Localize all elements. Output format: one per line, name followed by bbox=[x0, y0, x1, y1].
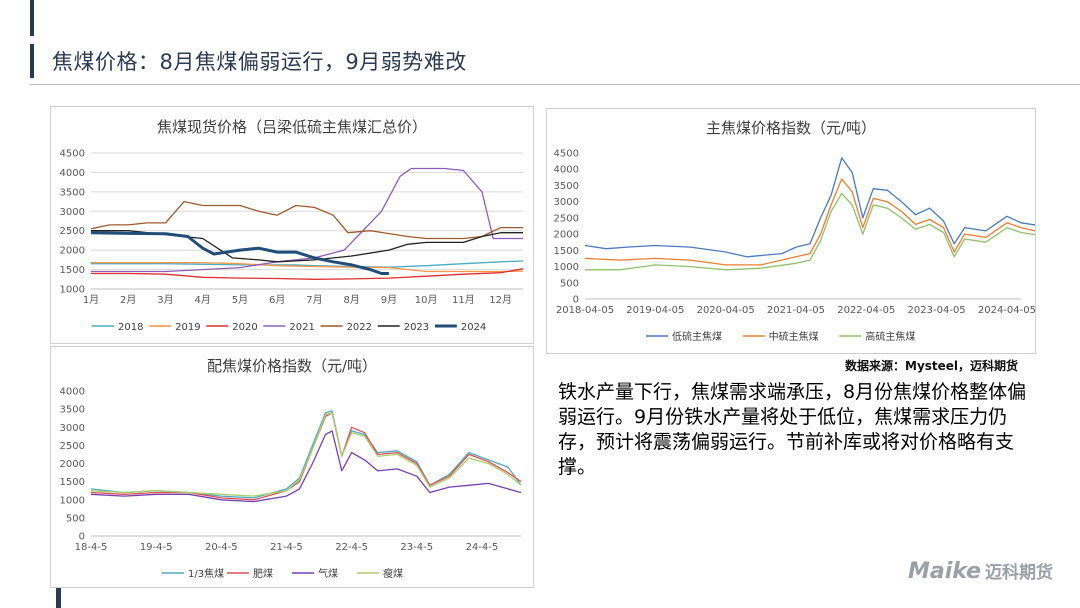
y-tick-label-1000: 1000 bbox=[554, 262, 579, 273]
series-line-2020 bbox=[91, 268, 524, 280]
series-line-低硫主焦煤 bbox=[584, 157, 1035, 258]
series-line-2022 bbox=[90, 200, 523, 240]
x-tick-label-6: 6月 bbox=[269, 294, 285, 306]
blend-coking-coal-index-chart: 配焦煤价格指数（元/吨） 0 500 1000 1500 2000 2500 3000 3500… bbox=[50, 346, 534, 588]
y-tick-label-2000: 2000 bbox=[60, 246, 85, 257]
main-coking-coal-index-chart: 主焦煤价格指数（元/吨） 0 500 1000 1500 2000 2500 3000 3500… bbox=[546, 108, 1036, 354]
spot-price-chart-svg: 焦煤现货价格（吕梁低硫主焦煤汇总价） 1000 1500 2000 2500 3000 35… bbox=[60, 118, 524, 333]
y-tick-label-500: 500 bbox=[560, 278, 579, 289]
x-tick-label-5: 5月 bbox=[232, 294, 248, 306]
y-tick-label-2500: 2500 bbox=[60, 226, 85, 237]
bottom-accent-bar bbox=[56, 588, 61, 608]
x-tick-label-4: 22-4-5 bbox=[335, 542, 368, 553]
legend-label-气煤: 气煤 bbox=[318, 567, 338, 580]
x-tick-label-8: 8月 bbox=[344, 294, 360, 306]
y-tick-label-4500: 4500 bbox=[60, 149, 85, 160]
legend-label-2024: 2024 bbox=[461, 322, 486, 333]
y-tick-label-1500: 1500 bbox=[554, 246, 579, 257]
y-tick-label-4000: 4000 bbox=[60, 168, 85, 179]
y-tick-label-0: 0 bbox=[79, 532, 85, 543]
legend-label-1/3焦煤: 1/3焦煤 bbox=[188, 567, 224, 580]
y-tick-label-3500: 3500 bbox=[554, 181, 579, 192]
x-tick-label-1: 19-4-5 bbox=[140, 542, 173, 553]
series-line-瘦煤 bbox=[90, 412, 522, 497]
x-tick-label-4: 4月 bbox=[195, 294, 211, 306]
y-tick-label-4000: 4000 bbox=[554, 165, 579, 176]
y-tick-label-4000: 4000 bbox=[60, 387, 85, 398]
legend-label-低硫主焦煤: 低硫主焦煤 bbox=[672, 330, 722, 343]
y-tick-label-1500: 1500 bbox=[60, 265, 85, 276]
summary-text: 铁水产量下行，焦煤需求端承压，8月份焦煤价格整体偏弱运行。9月份铁水产量将处于低… bbox=[558, 381, 1027, 478]
logo-text-en: Maike bbox=[908, 559, 982, 584]
x-tick-label-4: 2022-04-05 bbox=[837, 305, 895, 316]
x-tick-label-0: 18-4-5 bbox=[75, 542, 108, 553]
x-tick-label-5: 2023-04-05 bbox=[908, 305, 966, 316]
title-divider bbox=[30, 84, 1080, 85]
legend-label-瘦煤: 瘦煤 bbox=[383, 567, 403, 580]
legend-label-肥煤: 肥煤 bbox=[253, 567, 273, 580]
series-line-气煤 bbox=[90, 430, 522, 503]
y-tick-label-500: 500 bbox=[66, 513, 85, 524]
series-line-2019 bbox=[91, 261, 524, 273]
x-tick-label-6: 24-4-5 bbox=[466, 542, 499, 553]
page-title: 焦煤价格：8月焦煤偏弱运行，9月弱势难改 bbox=[52, 50, 467, 74]
y-tick-label-2000: 2000 bbox=[60, 459, 85, 470]
x-tick-label-3: 21-4-5 bbox=[270, 542, 303, 553]
main-coking-coal-index-chart-svg: 主焦煤价格指数（元/吨） 0 500 1000 1500 2000 2500 3000 3500… bbox=[554, 119, 1035, 343]
x-tick-label-2: 20-4-5 bbox=[205, 542, 238, 553]
chart-title: 配焦煤价格指数（元/吨） bbox=[207, 357, 377, 375]
x-tick-label-7: 7月 bbox=[306, 294, 322, 306]
legend-label-2020: 2020 bbox=[232, 322, 257, 333]
x-tick-label-1: 2019-04-05 bbox=[626, 305, 684, 316]
x-tick-label-12: 12月 bbox=[489, 294, 512, 306]
title-accent-bar bbox=[30, 44, 34, 78]
top-accent-bar bbox=[30, 0, 34, 36]
y-tick-label-3500: 3500 bbox=[60, 187, 85, 198]
series-line-2021 bbox=[91, 167, 523, 273]
y-tick-label-2500: 2500 bbox=[60, 441, 85, 452]
legend-label-2019: 2019 bbox=[175, 322, 200, 333]
blend-coking-coal-index-chart-svg: 配焦煤价格指数（元/吨） 0 500 1000 1500 2000 2500 3000 3500… bbox=[60, 357, 522, 580]
x-tick-label-0: 2018-04-05 bbox=[556, 305, 614, 316]
x-tick-label-2: 2020-04-05 bbox=[697, 305, 755, 316]
legend-label-2023: 2023 bbox=[404, 322, 429, 333]
chart-title: 焦煤现货价格（吕梁低硫主焦煤汇总价） bbox=[157, 118, 427, 136]
x-tick-label-5: 23-4-5 bbox=[400, 542, 433, 553]
x-tick-label-11: 11月 bbox=[452, 294, 475, 306]
legend-label-中硫主焦煤: 中硫主焦煤 bbox=[769, 330, 819, 343]
legend-label-高硫主焦煤: 高硫主焦煤 bbox=[865, 330, 915, 343]
series-line-中硫主焦煤 bbox=[584, 178, 1035, 266]
y-tick-label-1000: 1000 bbox=[60, 495, 85, 506]
y-tick-label-3000: 3000 bbox=[60, 423, 85, 434]
y-tick-label-2000: 2000 bbox=[554, 230, 579, 241]
series-line-高硫主焦煤 bbox=[585, 192, 1035, 271]
x-tick-label-3: 2021-04-05 bbox=[767, 305, 825, 316]
spot-price-chart: 焦煤现货价格（吕梁低硫主焦煤汇总价） 1000 1500 2000 2500 3000 35… bbox=[50, 106, 534, 344]
y-tick-label-3000: 3000 bbox=[60, 207, 85, 218]
y-tick-label-1000: 1000 bbox=[60, 285, 85, 296]
series-line-2024 bbox=[90, 231, 389, 275]
y-tick-label-0: 0 bbox=[573, 295, 579, 306]
legend-label-2018: 2018 bbox=[118, 322, 143, 333]
series-line-2018 bbox=[91, 260, 524, 268]
legend-label-2022: 2022 bbox=[347, 322, 372, 333]
chart-title: 主焦煤价格指数（元/吨） bbox=[706, 119, 876, 137]
legend-label-2021: 2021 bbox=[289, 322, 314, 333]
series-line-1/3焦煤 bbox=[90, 410, 522, 499]
y-tick-label-3000: 3000 bbox=[554, 197, 579, 208]
y-tick-label-4500: 4500 bbox=[554, 149, 579, 160]
x-tick-label-10: 10月 bbox=[415, 294, 438, 306]
y-tick-label-3500: 3500 bbox=[60, 405, 85, 416]
x-tick-label-9: 9月 bbox=[381, 294, 397, 306]
x-tick-label-2: 2月 bbox=[120, 294, 136, 306]
x-tick-label-6: 2024-04-05 bbox=[978, 305, 1035, 316]
data-source: 数据来源：Mysteel，迈科期货 bbox=[845, 359, 1019, 373]
x-tick-label-1: 1月 bbox=[83, 294, 99, 306]
x-tick-label-3: 3月 bbox=[157, 294, 173, 306]
y-tick-label-1500: 1500 bbox=[60, 477, 85, 488]
y-tick-label-2500: 2500 bbox=[554, 213, 579, 224]
logo-text-cn: 迈科期货 bbox=[985, 563, 1054, 583]
maike-logo: Maike 迈科期货 bbox=[908, 558, 1053, 584]
